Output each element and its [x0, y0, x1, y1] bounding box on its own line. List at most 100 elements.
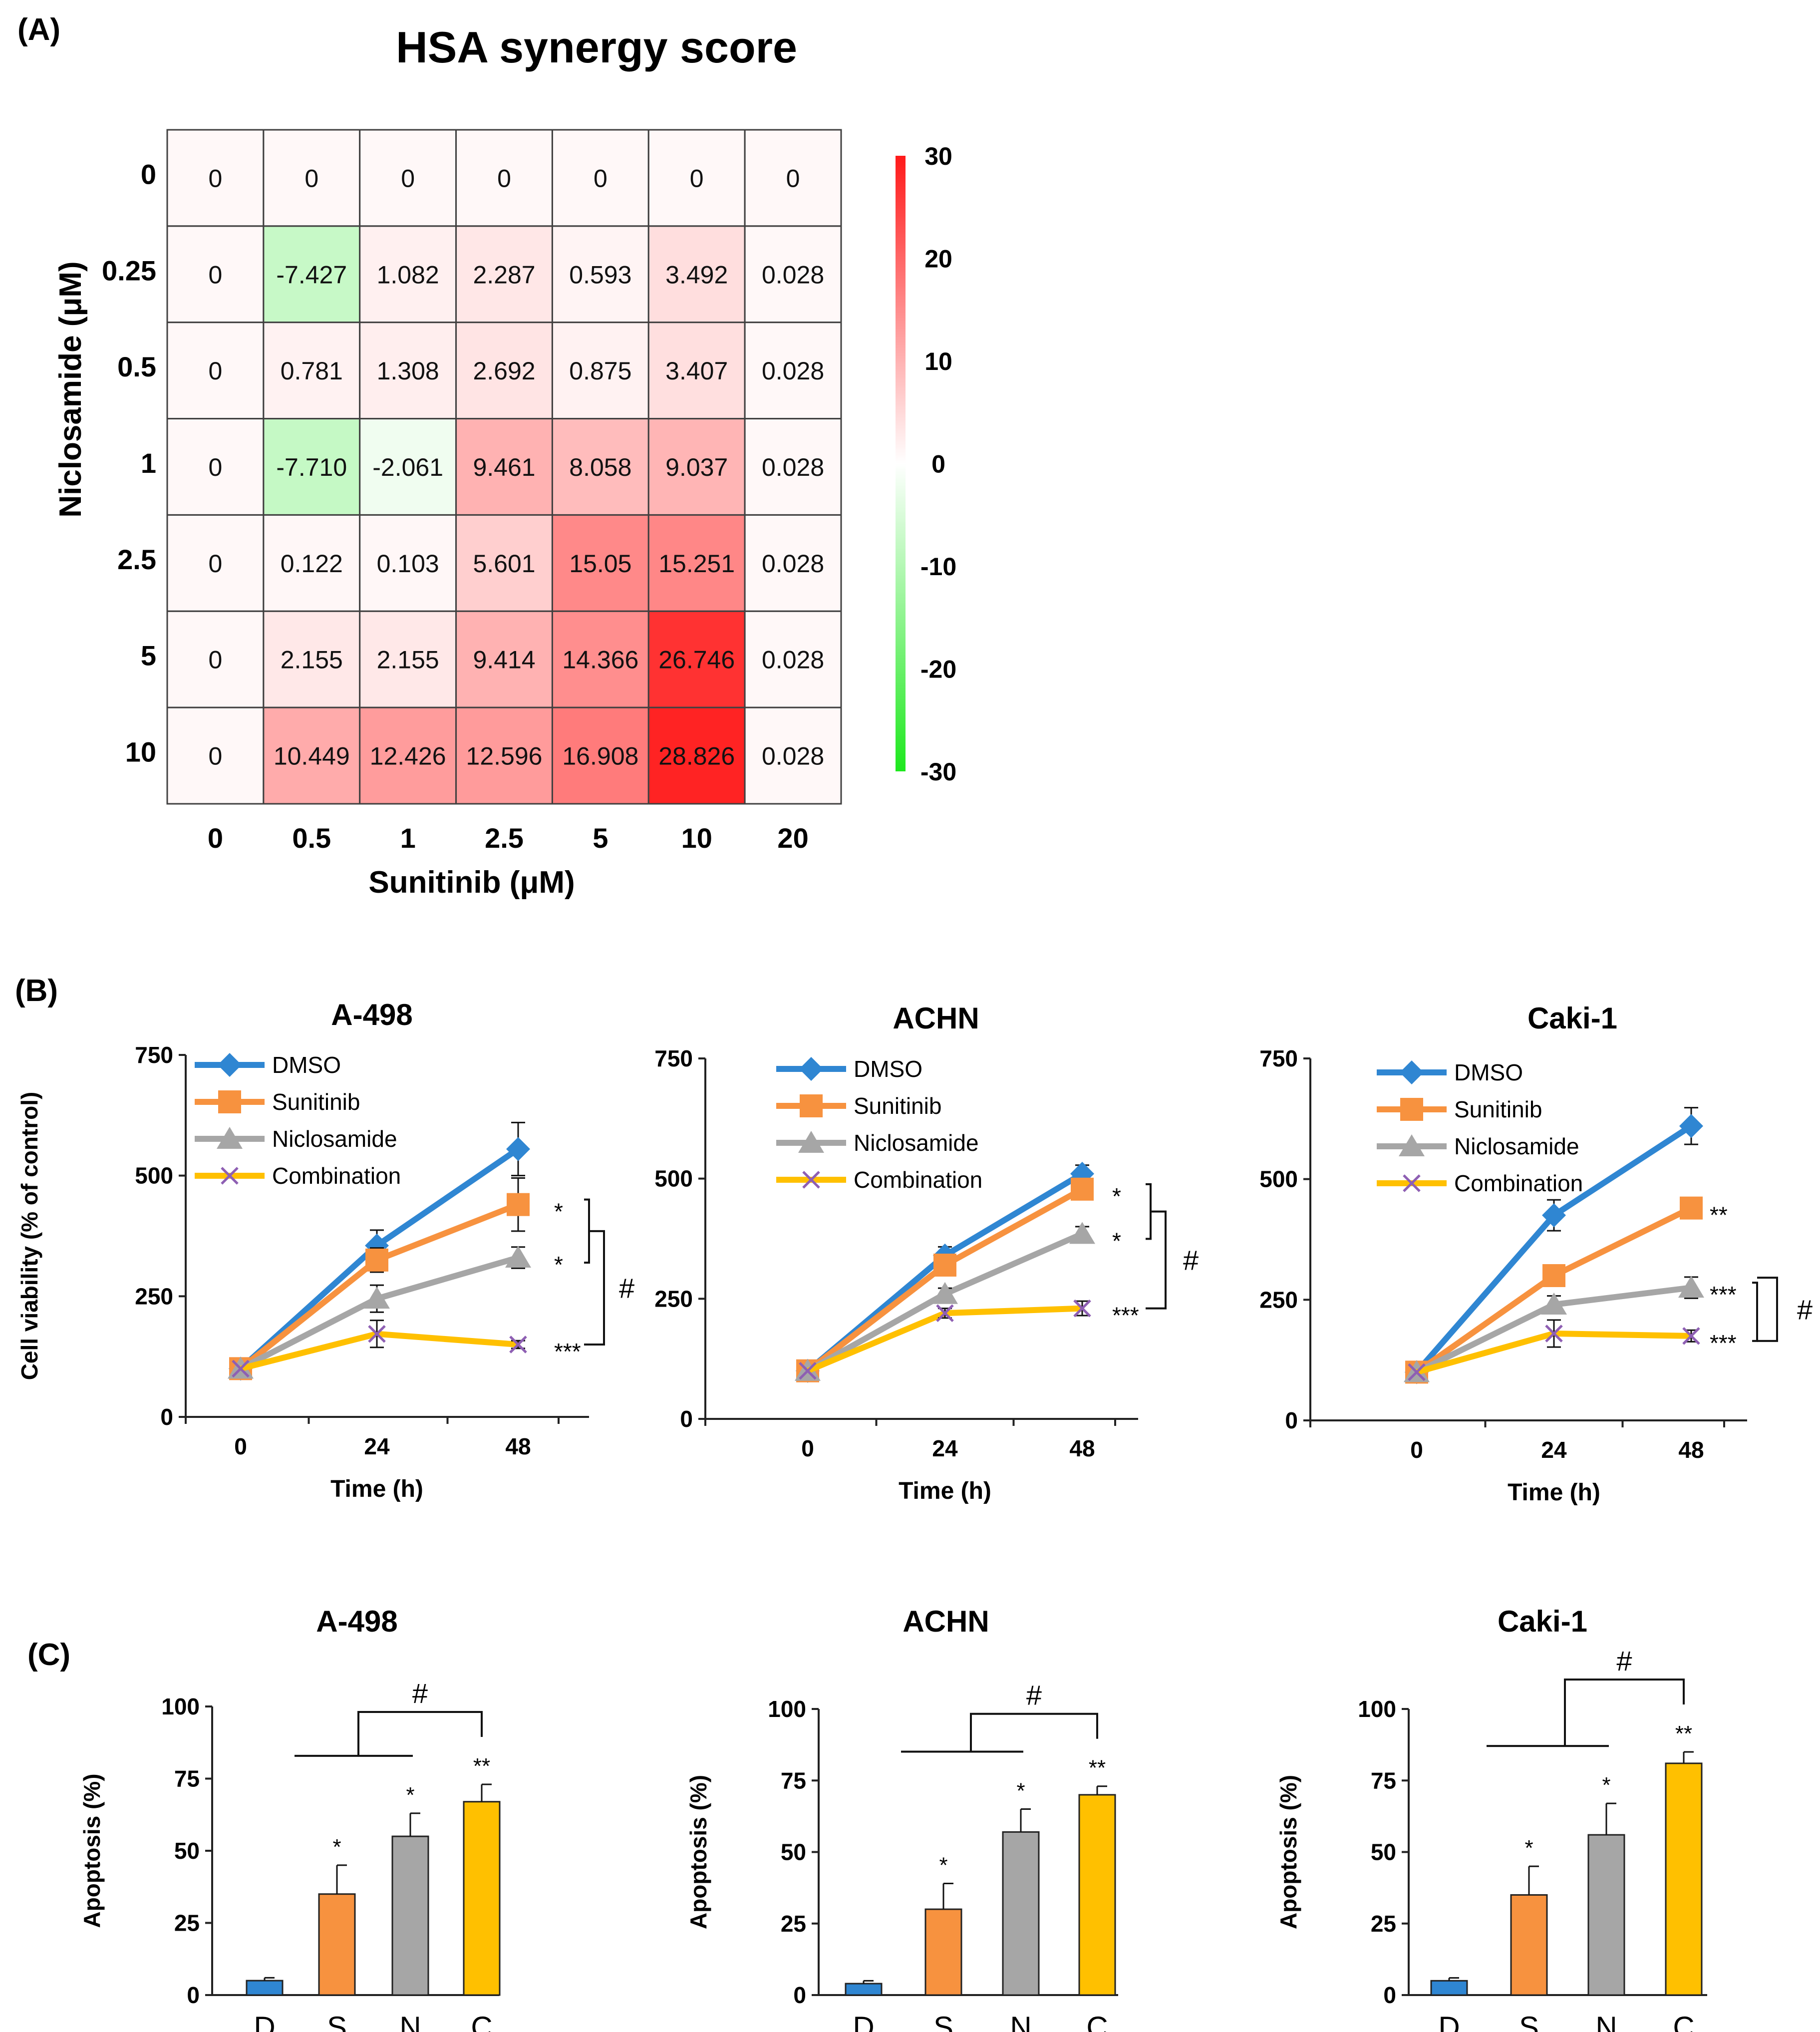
x-tick-label: 48 — [1069, 1435, 1095, 1461]
heatmap-cell-label: 2.155 — [377, 646, 439, 674]
heatmap-cell-label: 0 — [209, 646, 223, 674]
sunitinib-marker — [800, 1094, 823, 1117]
heatmap-cell — [166, 706, 265, 805]
heatmap-cell — [359, 706, 457, 805]
heatmap-cell-label: 2.155 — [281, 646, 343, 674]
bar-n — [1587, 1834, 1625, 1996]
heatmap-cell-label: 1.082 — [377, 261, 439, 289]
heatmap-cell — [359, 322, 457, 420]
x-tick-label: 10 — [681, 822, 712, 854]
sunitinib-marker — [1542, 1264, 1565, 1287]
heatmap-cell — [166, 514, 265, 612]
significance-bracket-outer — [1146, 1210, 1167, 1310]
combination-marker — [1408, 1363, 1426, 1381]
x-tick-label: N — [1595, 2011, 1617, 2032]
y-tick-label: 25 — [174, 1910, 200, 1936]
series-line-sunitinib — [806, 1186, 1084, 1373]
heatmap-cell — [551, 225, 649, 324]
heatmap-cell-label: 5.601 — [473, 550, 535, 578]
x-tick-label: D — [1438, 2011, 1460, 2032]
legend-label: DMSO — [1454, 1059, 1523, 1085]
combination-marker — [232, 1359, 250, 1378]
significance-bracket-inner — [1146, 1183, 1152, 1240]
significance-bracket — [970, 1712, 1098, 1752]
significance-stars: * — [1602, 1773, 1610, 1797]
heatmap-cell — [551, 706, 649, 805]
significance-stars: ** — [1710, 1202, 1728, 1228]
heatmap-cell-label: -7.427 — [276, 261, 347, 289]
y-tick-label: 2.5 — [117, 544, 156, 575]
heatmap-cell — [359, 610, 457, 708]
y-tick-label: 75 — [174, 1766, 200, 1792]
panel-label-c: (C) — [27, 1638, 70, 1672]
legend-label: Niclosamide — [1454, 1133, 1579, 1159]
sunitinib-marker — [1071, 1177, 1094, 1201]
x-tick-label: C — [471, 2011, 492, 2032]
sunitinib-marker — [1400, 1098, 1423, 1121]
heatmap-cell — [744, 225, 842, 324]
heatmap-cell — [263, 322, 361, 420]
heatmap-cell — [647, 322, 746, 420]
heatmap-cell-label: 0 — [209, 164, 223, 192]
y-axis-title: Apoptosis (%) — [1275, 1775, 1301, 1929]
heatmap-cell-label: 26.746 — [658, 646, 735, 674]
bar-n — [391, 1835, 429, 1996]
dmso-marker — [1400, 1060, 1424, 1084]
significance-stars: * — [554, 1252, 563, 1278]
significance-stars: * — [1112, 1183, 1121, 1209]
x-tick-label: 0 — [234, 1433, 247, 1459]
significance-stars: * — [1112, 1228, 1121, 1254]
combination-marker — [221, 1167, 239, 1185]
significance-bracket — [357, 1711, 483, 1756]
y-tick-label: 750 — [1259, 1045, 1298, 1071]
heatmap-cell-label: 0 — [786, 164, 800, 192]
significance-bracket — [1564, 1678, 1685, 1746]
dmso-marker — [1542, 1203, 1566, 1228]
line-chart-a498: A-498 0 250 500 750 0 24 48 Time (h) Cell viabili… — [16, 998, 634, 1502]
heatmap-cell — [166, 129, 265, 227]
y-tick-label: 50 — [174, 1838, 200, 1864]
heatmap-cell — [263, 129, 361, 227]
panel-a: (A) HSA synergy score 0 0 0 0 0 0 0 0 -7.427 1.082… — [17, 12, 956, 900]
niclosamide-marker — [217, 1127, 243, 1149]
heatmap-cell — [263, 418, 361, 516]
heatmap-cell — [455, 706, 553, 805]
bracket-label: # — [1797, 1294, 1813, 1326]
chart-title: ACHN — [903, 1605, 989, 1638]
heatmap-cell — [455, 322, 553, 420]
significance-stars: * — [332, 1835, 341, 1859]
heatmap-cell-label: 2.287 — [473, 261, 535, 289]
heatmap-cell-label: -7.710 — [276, 453, 347, 481]
heatmap-cell-label: 0 — [209, 453, 223, 481]
heatmap-cell-label: 9.461 — [473, 453, 535, 481]
combination-marker — [368, 1325, 386, 1343]
heatmap-cell-label: 0.875 — [569, 357, 631, 385]
colorbar-tick-label: 0 — [931, 450, 945, 478]
dmso-marker — [506, 1137, 530, 1161]
x-tick-label: 24 — [932, 1435, 958, 1461]
x-axis-title: Sunitinib (μM) — [368, 865, 575, 900]
heatmap-cell — [551, 610, 649, 708]
significance-stars: ** — [1089, 1756, 1106, 1780]
y-tick-label: 25 — [781, 1911, 806, 1937]
colorbar — [896, 156, 906, 771]
heatmap-cell-label: 0.028 — [762, 646, 824, 674]
y-tick-label: 500 — [1259, 1166, 1298, 1192]
y-tick-label: 75 — [1371, 1767, 1396, 1793]
niclosamide-marker — [1541, 1293, 1567, 1315]
y-tick-label: 250 — [1259, 1287, 1298, 1313]
heatmap-cell-label: 12.426 — [370, 742, 446, 770]
chart-title: A-498 — [316, 1605, 397, 1638]
heatmap-cell-label: 0 — [304, 164, 318, 192]
heatmap-cell-label: 3.492 — [665, 261, 728, 289]
heatmap-cell-label: 0.028 — [762, 261, 824, 289]
dmso-marker — [1679, 1114, 1703, 1138]
bar-s — [318, 1893, 356, 1996]
x-tick-label: S — [327, 2011, 347, 2032]
sunitinib-marker — [365, 1248, 388, 1272]
legend-label: Combination — [854, 1167, 982, 1193]
sunitinib-marker — [507, 1193, 530, 1216]
x-tick-label: N — [399, 2011, 421, 2032]
combination-marker — [1403, 1174, 1421, 1192]
significance-bracket-outer — [584, 1230, 605, 1346]
